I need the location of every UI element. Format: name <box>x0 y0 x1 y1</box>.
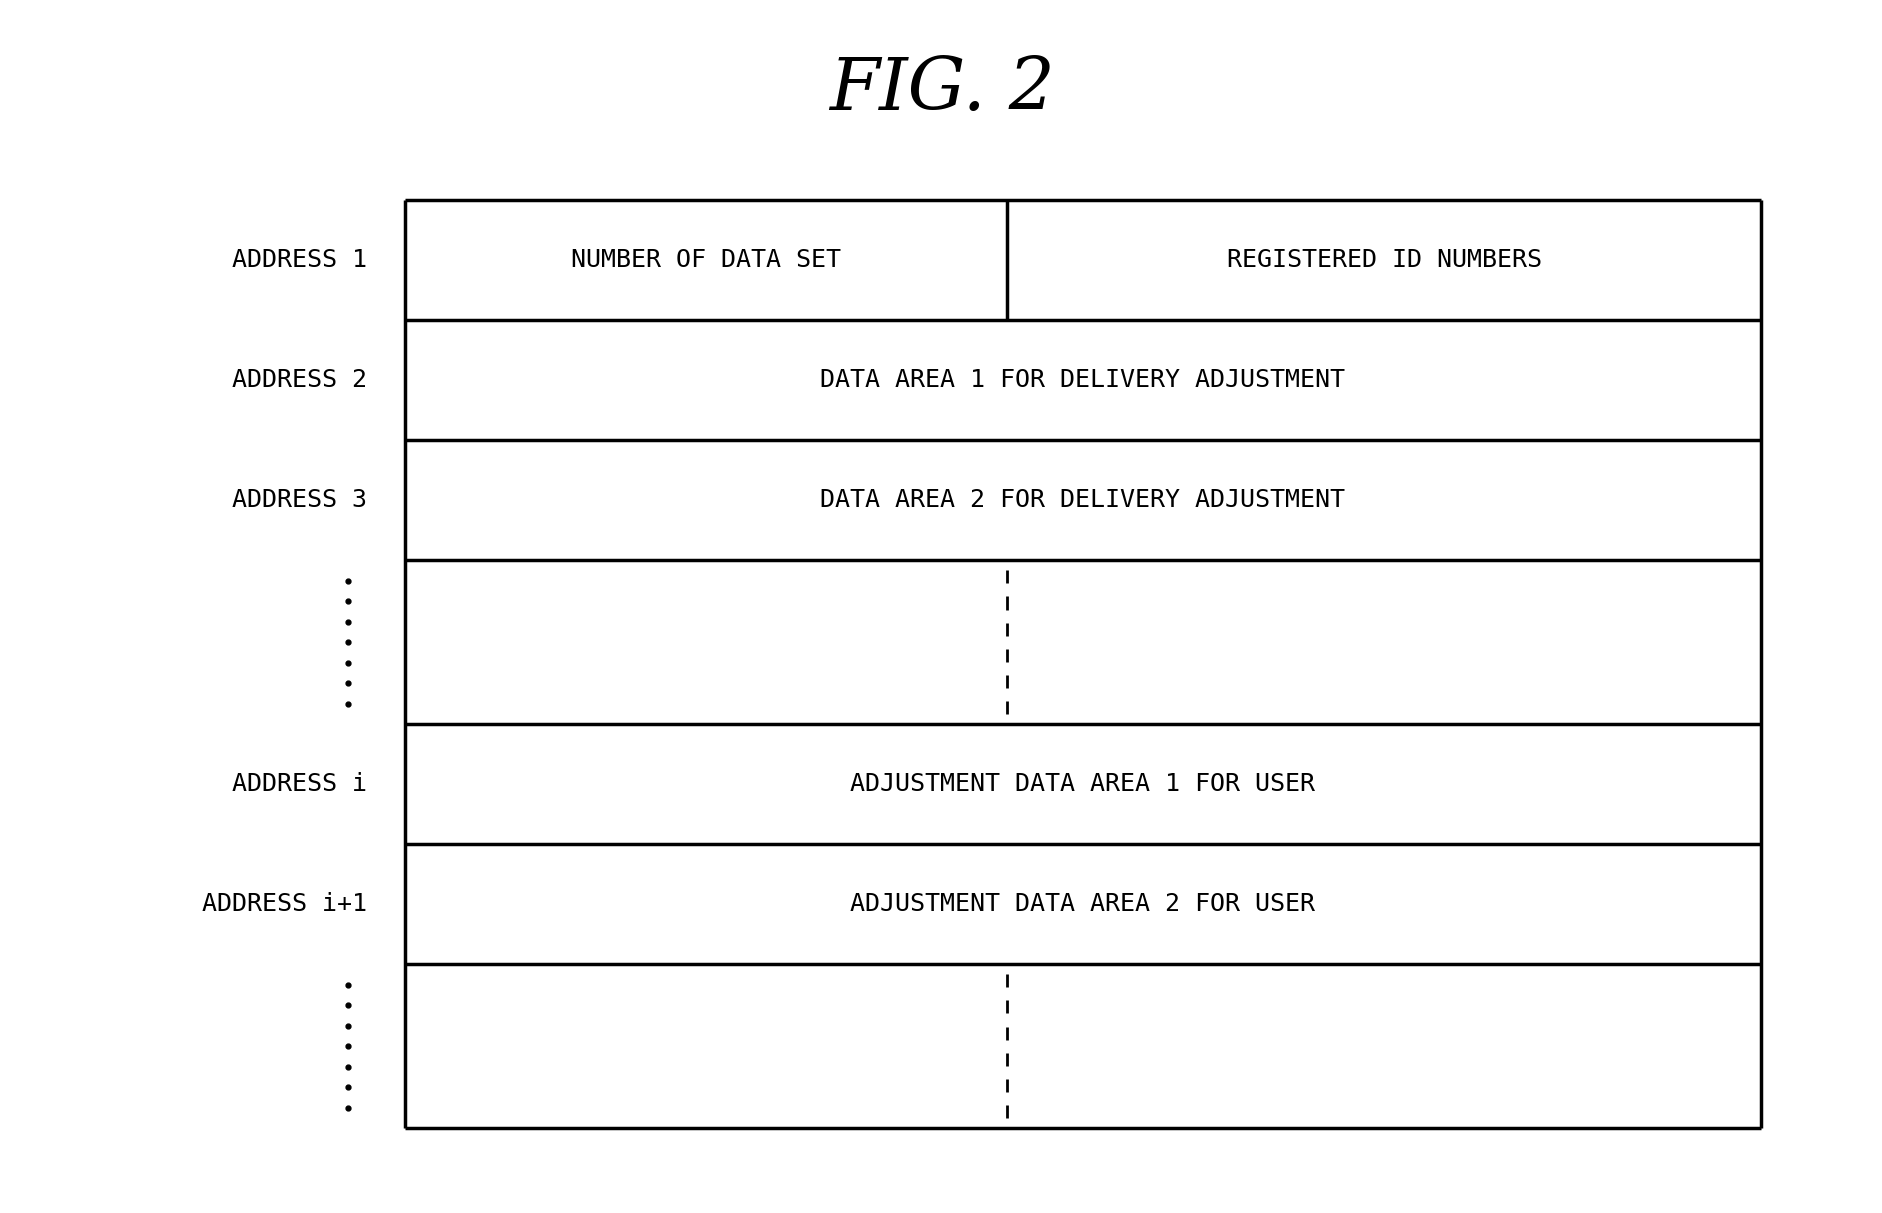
Text: ADDRESS 1: ADDRESS 1 <box>231 249 367 272</box>
Text: FIG. 2: FIG. 2 <box>828 55 1054 125</box>
Text: ADJUSTMENT DATA AREA 2 FOR USER: ADJUSTMENT DATA AREA 2 FOR USER <box>851 893 1314 916</box>
Text: REGISTERED ID NUMBERS: REGISTERED ID NUMBERS <box>1225 249 1541 272</box>
Text: ADDRESS 2: ADDRESS 2 <box>231 369 367 392</box>
Text: NUMBER OF DATA SET: NUMBER OF DATA SET <box>570 249 841 272</box>
Text: DATA AREA 2 FOR DELIVERY ADJUSTMENT: DATA AREA 2 FOR DELIVERY ADJUSTMENT <box>821 489 1344 512</box>
Text: ADDRESS 3: ADDRESS 3 <box>231 489 367 512</box>
Text: ADDRESS i: ADDRESS i <box>231 773 367 796</box>
Text: ADJUSTMENT DATA AREA 1 FOR USER: ADJUSTMENT DATA AREA 1 FOR USER <box>851 773 1314 796</box>
Text: ADDRESS i+1: ADDRESS i+1 <box>201 893 367 916</box>
Text: DATA AREA 1 FOR DELIVERY ADJUSTMENT: DATA AREA 1 FOR DELIVERY ADJUSTMENT <box>821 369 1344 392</box>
